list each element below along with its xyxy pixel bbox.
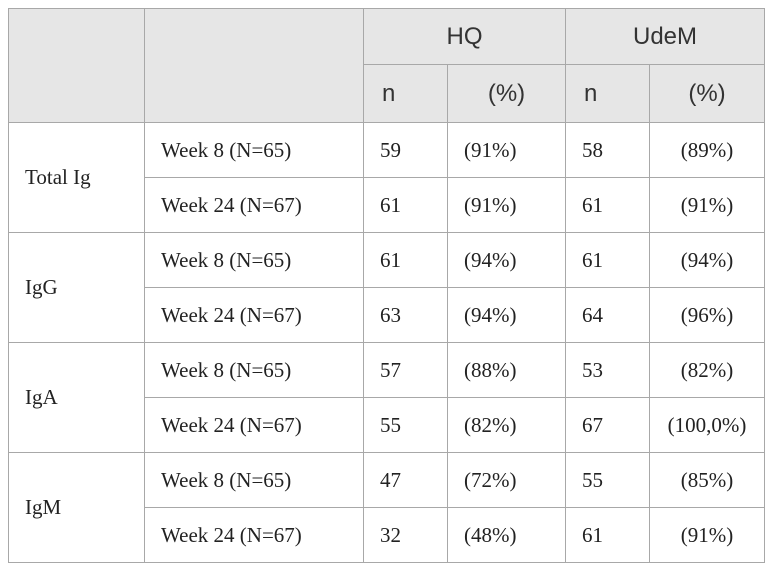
hq-n-cell: 47 [363, 452, 448, 508]
timepoint-cell: Week 24 (N=67) [144, 397, 364, 453]
udem-n-cell: 53 [565, 342, 650, 398]
hq-pct-cell: (82%) [447, 397, 566, 453]
udem-pct-cell: (91%) [649, 507, 765, 563]
table-header: HQ UdeM n (%) n (%) [8, 8, 765, 123]
marker-cell: IgM [8, 452, 145, 563]
hq-n-cell: 59 [363, 122, 448, 178]
header-row-groups: HQ UdeM [8, 8, 765, 123]
marker-cell: Total Ig [8, 122, 145, 233]
marker-cell: IgG [8, 232, 145, 343]
hq-pct-cell: (48%) [447, 507, 566, 563]
header-empty-marker [8, 8, 145, 123]
hq-pct-cell: (94%) [447, 287, 566, 343]
udem-pct-cell: (82%) [649, 342, 765, 398]
hq-pct-cell: (94%) [447, 232, 566, 288]
hq-n-cell: 32 [363, 507, 448, 563]
hq-n-cell: 63 [363, 287, 448, 343]
udem-n-cell: 67 [565, 397, 650, 453]
header-hq-pct: (%) [447, 64, 566, 123]
udem-n-cell: 55 [565, 452, 650, 508]
results-table: HQ UdeM n (%) n (%) Total Ig Week 8 (N=6… [8, 8, 765, 563]
timepoint-cell: Week 8 (N=65) [144, 122, 364, 178]
timepoint-cell: Week 8 (N=65) [144, 342, 364, 398]
udem-pct-cell: (85%) [649, 452, 765, 508]
udem-pct-cell: (94%) [649, 232, 765, 288]
header-group-hq: HQ [363, 8, 566, 65]
timepoint-cell: Week 8 (N=65) [144, 452, 364, 508]
table-body: Total Ig Week 8 (N=65) 59 (91%) 58 (89%)… [8, 122, 765, 563]
table-row: Week 24 (N=67) 32 (48%) 61 (91%) [9, 507, 765, 563]
hq-pct-cell: (88%) [447, 342, 566, 398]
timepoint-cell: Week 24 (N=67) [144, 287, 364, 343]
udem-n-cell: 64 [565, 287, 650, 343]
header-group-udem: UdeM [565, 8, 765, 65]
hq-n-cell: 55 [363, 397, 448, 453]
hq-n-cell: 57 [363, 342, 448, 398]
table-row: IgA Week 8 (N=65) 57 (88%) 53 (82%) [8, 342, 765, 453]
header-udem-n: n [565, 64, 650, 123]
udem-pct-cell: (96%) [649, 287, 765, 343]
timepoint-cell: Week 24 (N=67) [144, 507, 364, 563]
udem-pct-cell: (100,0%) [649, 397, 765, 453]
udem-n-cell: 58 [565, 122, 650, 178]
hq-n-cell: 61 [363, 232, 448, 288]
udem-n-cell: 61 [565, 232, 650, 288]
header-empty-time [144, 8, 364, 123]
table-row: Week 24 (N=67) 55 (82%) 67 (100,0%) [9, 397, 765, 453]
udem-pct-cell: (91%) [649, 177, 765, 233]
udem-pct-cell: (89%) [649, 122, 765, 178]
header-row-sub: n (%) n (%) [9, 64, 765, 123]
timepoint-cell: Week 24 (N=67) [144, 177, 364, 233]
udem-n-cell: 61 [565, 177, 650, 233]
table-row: IgG Week 8 (N=65) 61 (94%) 61 (94%) [8, 232, 765, 343]
marker-cell: IgA [8, 342, 145, 453]
udem-n-cell: 61 [565, 507, 650, 563]
table-row: Week 24 (N=67) 63 (94%) 64 (96%) [9, 287, 765, 343]
table-row: IgM Week 8 (N=65) 47 (72%) 55 (85%) [8, 452, 765, 563]
hq-pct-cell: (72%) [447, 452, 566, 508]
hq-pct-cell: (91%) [447, 122, 566, 178]
hq-n-cell: 61 [363, 177, 448, 233]
header-udem-pct: (%) [649, 64, 765, 123]
table-row: Total Ig Week 8 (N=65) 59 (91%) 58 (89%) [8, 122, 765, 233]
header-hq-n: n [363, 64, 448, 123]
timepoint-cell: Week 8 (N=65) [144, 232, 364, 288]
hq-pct-cell: (91%) [447, 177, 566, 233]
